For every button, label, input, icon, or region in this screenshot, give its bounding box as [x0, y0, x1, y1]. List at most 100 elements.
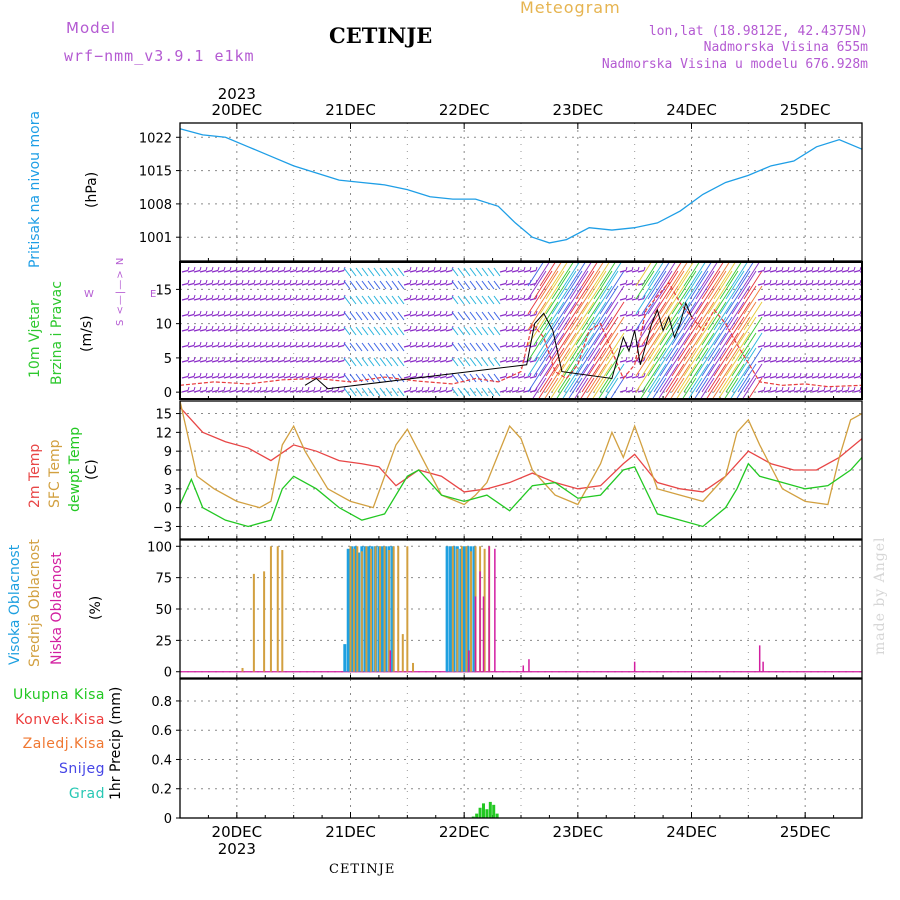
- wind-barb-flag: [817, 294, 820, 299]
- wind-barb: [445, 359, 453, 363]
- wind-barb-flag: [211, 386, 214, 391]
- wind-barb: [505, 344, 513, 348]
- wind-barb: [531, 377, 547, 399]
- wind-barb-flag: [319, 341, 322, 346]
- wind-barb-flag: [187, 310, 190, 315]
- low-cloud-bar: [482, 596, 485, 672]
- wind-barb: [415, 282, 423, 286]
- wind-barb: [793, 359, 801, 363]
- wind-barb: [677, 270, 697, 300]
- wind-barb: [581, 363, 601, 393]
- y-tick-label: 1015: [139, 165, 172, 180]
- wind-barb-flag: [535, 372, 538, 377]
- wind-barb-flag: [301, 294, 304, 299]
- wind-barb: [349, 342, 357, 352]
- wind-barb: [775, 344, 783, 348]
- wind-barb: [313, 297, 321, 301]
- wind-barb-flag: [295, 294, 298, 299]
- wind-barb: [713, 316, 733, 346]
- wind-barb: [277, 282, 285, 286]
- wind-barb: [781, 328, 789, 332]
- low-cloud-bar: [467, 650, 470, 672]
- wind-barb-flag: [421, 310, 424, 315]
- wind-barb-flag: [253, 310, 256, 315]
- wind-barb: [823, 344, 831, 348]
- wind-barb: [259, 313, 267, 317]
- wind-barb-flag: [853, 310, 856, 315]
- wind-barb-flag: [859, 372, 862, 377]
- wind-barb-flag: [523, 341, 526, 346]
- wind-barb: [769, 359, 777, 363]
- wind-barb-flag: [235, 325, 238, 330]
- wind-barb: [811, 344, 819, 348]
- wind-barb: [841, 297, 849, 301]
- wind-barb: [647, 332, 667, 362]
- wind-barb-flag: [229, 294, 232, 299]
- wind-barb: [549, 377, 565, 399]
- wind-barb: [775, 282, 783, 286]
- mid-cloud-bar: [349, 546, 352, 672]
- y-tick-label: 0: [164, 386, 172, 401]
- wind-barb: [343, 357, 351, 367]
- low-cloud-bar: [474, 596, 477, 672]
- wind-barb-flag: [187, 356, 190, 361]
- wind-barb-flag: [205, 372, 208, 377]
- wind-barb-flag: [427, 372, 430, 377]
- wind-barb-flag: [841, 372, 844, 377]
- wind-barb-flag: [421, 341, 424, 346]
- wind-barb: [695, 285, 715, 315]
- wind-barb: [793, 375, 801, 379]
- wind-barb: [295, 375, 303, 379]
- wind-barb: [637, 328, 645, 332]
- wind-barb: [707, 332, 727, 362]
- wind-barb: [445, 282, 453, 286]
- wind-barb-flag: [331, 386, 334, 391]
- wind-barb: [199, 313, 207, 317]
- wind-barb: [259, 297, 267, 301]
- wind-barb: [787, 313, 795, 317]
- wind-barb: [599, 316, 619, 346]
- wind-barb: [235, 359, 243, 363]
- wind-barb: [853, 375, 861, 379]
- wind-barb: [593, 363, 613, 393]
- wind-barb: [545, 301, 565, 331]
- wind-barb: [743, 316, 763, 346]
- wind-barb-flag: [211, 266, 214, 271]
- wind-barb-flag: [235, 310, 238, 315]
- wind-barb: [217, 359, 225, 363]
- wind-barb-flag: [307, 372, 310, 377]
- wind-barb-flag: [847, 266, 850, 271]
- wind-barb: [581, 316, 601, 346]
- high-cloud-bar: [466, 546, 470, 672]
- wind-barb: [463, 295, 471, 305]
- wind-barb-flag: [199, 356, 202, 361]
- wind-barb-flag: [253, 372, 256, 377]
- x-tick-label-bottom: 25DEC: [780, 823, 831, 841]
- wind-barb: [737, 363, 757, 393]
- wind-barb-flag: [866, 311, 867, 315]
- wind-barb: [625, 269, 633, 273]
- wind-barb: [677, 347, 697, 377]
- wind-barb: [499, 359, 507, 363]
- wind-barb-flag: [241, 279, 244, 284]
- footer-station: CETINJE: [329, 862, 396, 877]
- wind-barb-flag: [775, 386, 778, 391]
- wind-barb-flag: [829, 386, 832, 391]
- wind-barb-flag: [289, 325, 292, 330]
- wind-barb: [247, 344, 255, 348]
- wind-barb-flag: [511, 386, 514, 391]
- wind-barb: [645, 377, 661, 399]
- wind-barb-flag: [445, 279, 448, 284]
- wind-barb: [619, 282, 627, 286]
- high-cloud-bar: [449, 546, 453, 672]
- wind-barb-flag: [529, 356, 532, 361]
- wind-barb: [349, 280, 357, 290]
- high-cloud-bar: [363, 546, 367, 672]
- wind-barb: [301, 269, 309, 273]
- wind-barb: [593, 270, 613, 300]
- wind-barb-flag: [325, 356, 328, 361]
- wind-barb: [677, 316, 697, 346]
- wind-barb-flag: [205, 386, 208, 391]
- wind-barb-flag: [523, 279, 526, 284]
- mid-cloud-bar: [392, 546, 395, 672]
